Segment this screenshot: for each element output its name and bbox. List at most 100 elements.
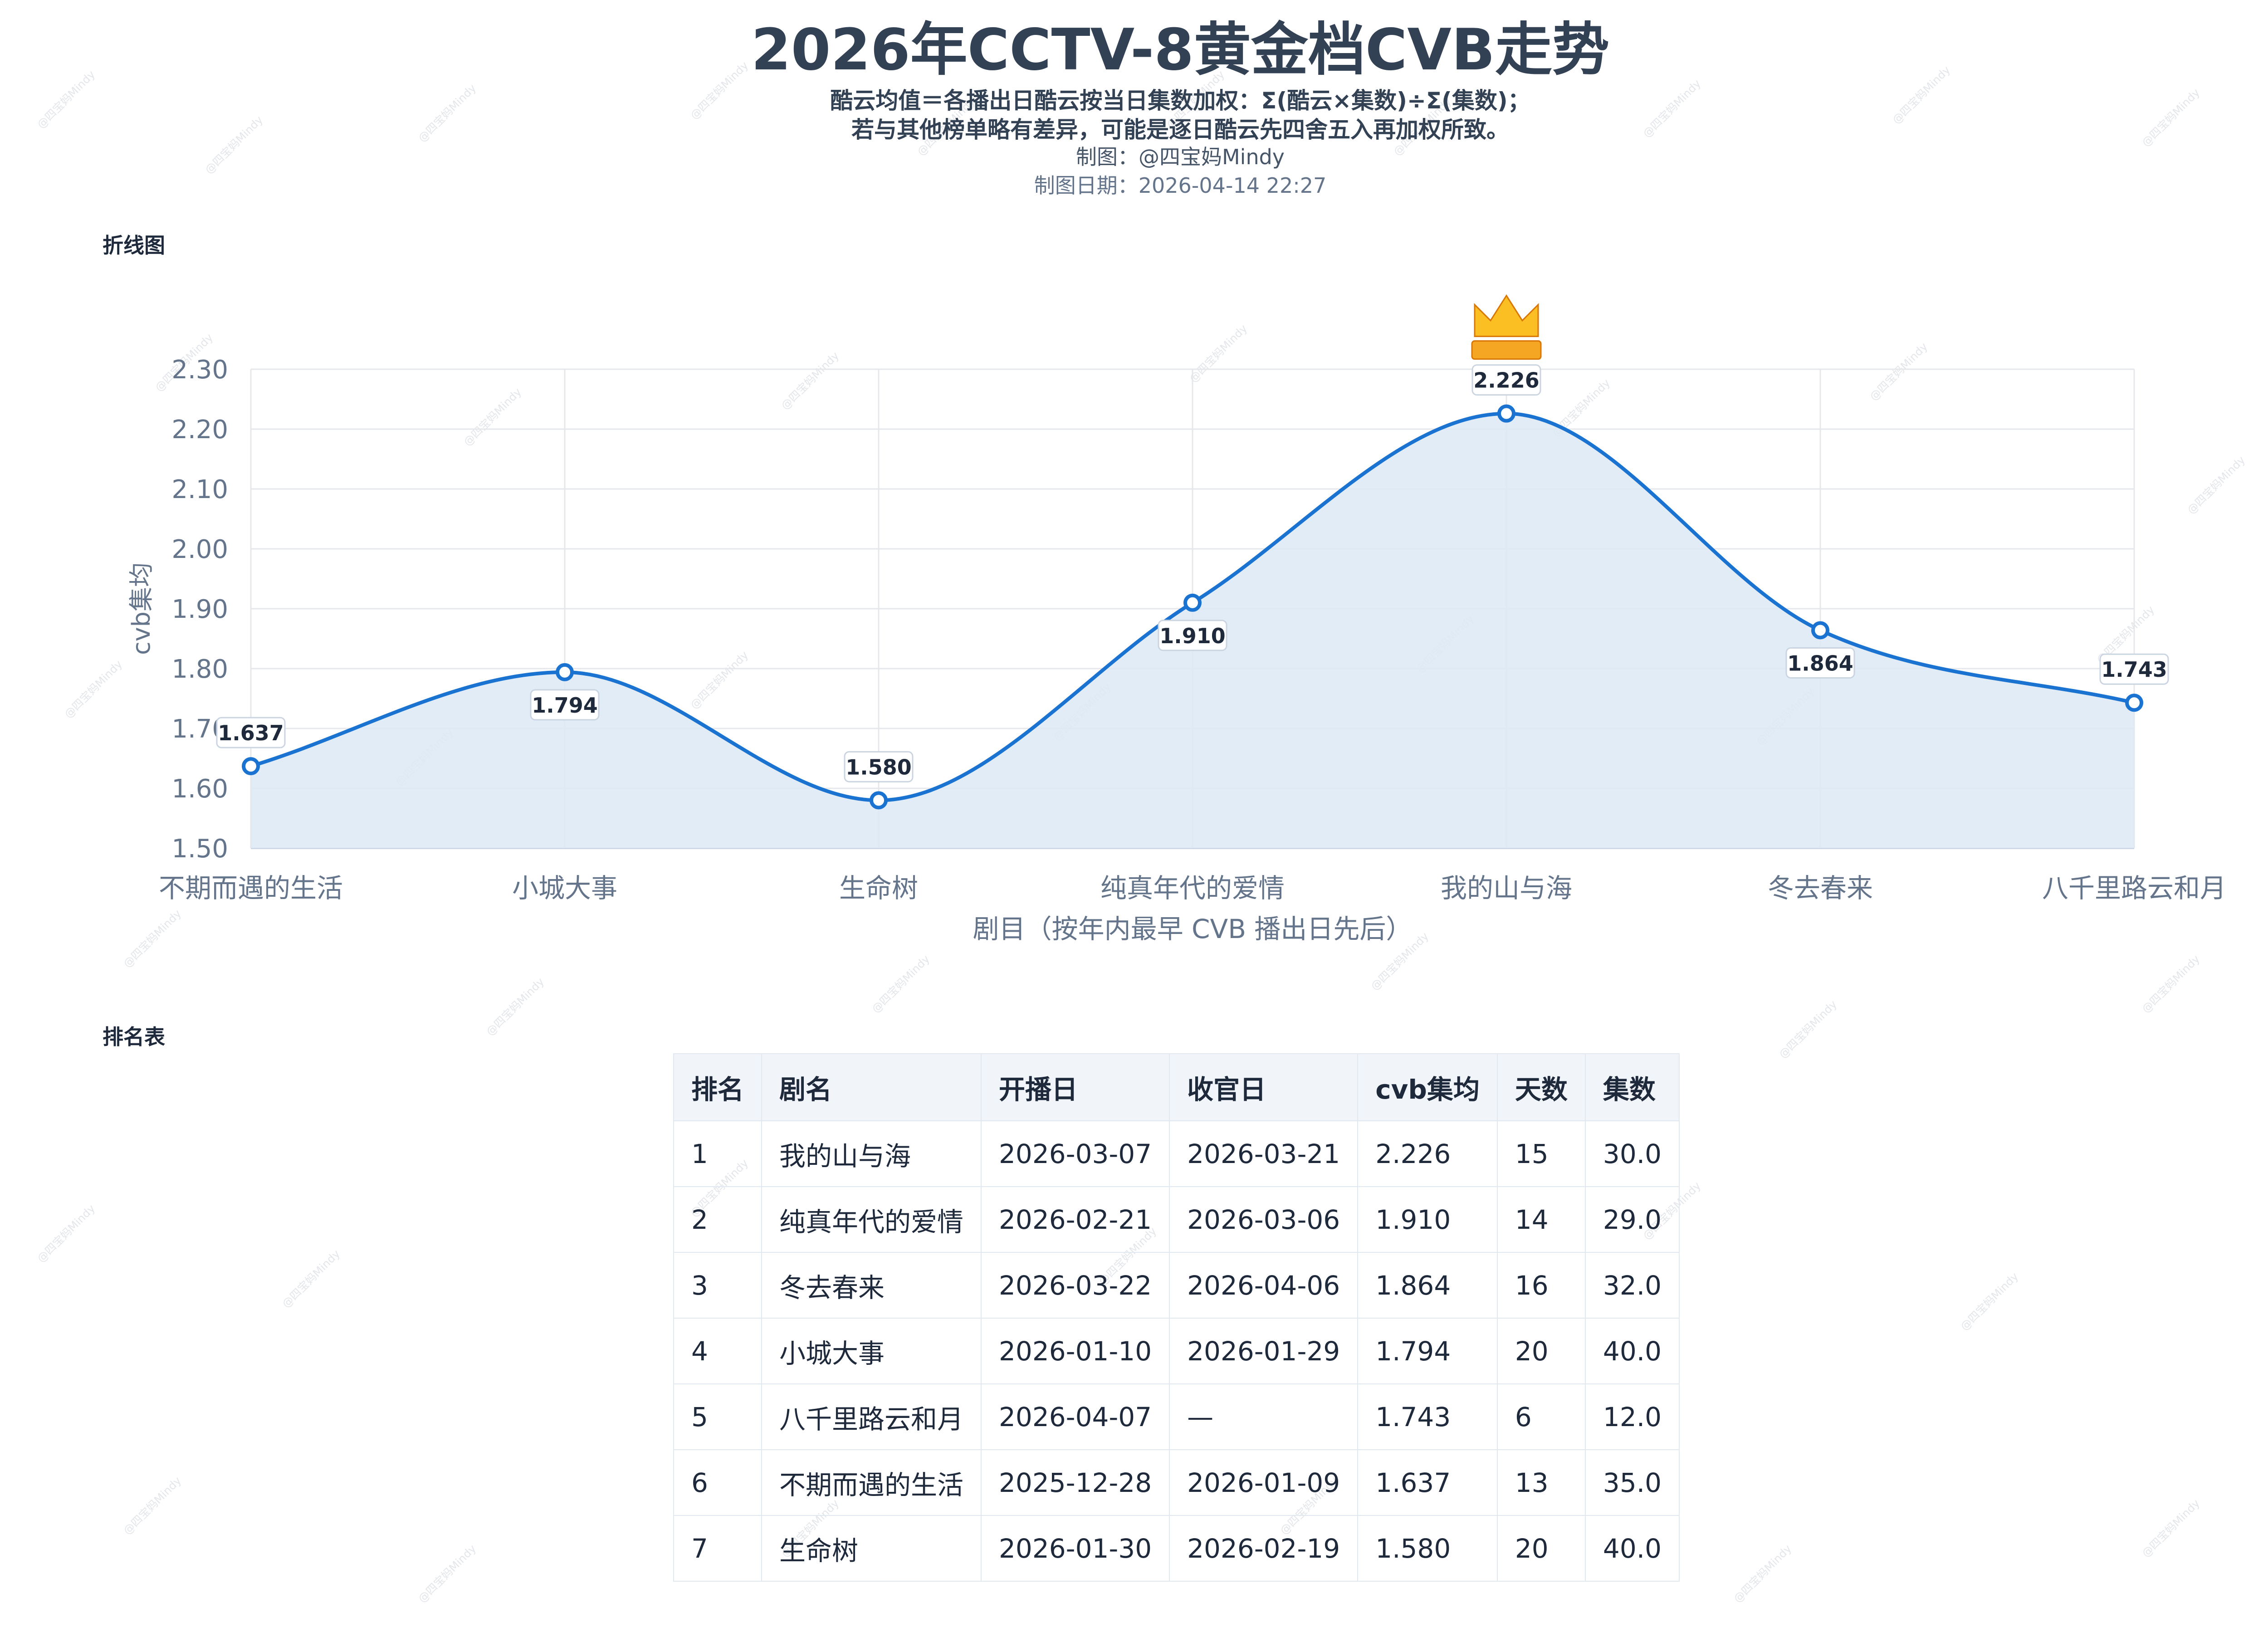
table-cell: 2.226 xyxy=(1357,1120,1498,1187)
x-axis-title: 剧目（按年内最早 CVB 播出日先后） xyxy=(973,914,1413,944)
crown-icon xyxy=(1474,294,1539,337)
watermark-text: @四宝妈Mindy xyxy=(279,1247,343,1310)
subtitle-line-1: 酷云均值＝各播出日酷云按当日集数加权：Σ(酷云×集数)÷Σ(集数)； xyxy=(830,88,1530,114)
table-header-cell: 收官日 xyxy=(1169,1053,1359,1121)
table-cell: 2026-03-22 xyxy=(981,1252,1170,1319)
table-cell: 我的山与海 xyxy=(761,1120,982,1187)
data-label: 1.864 xyxy=(1787,651,1853,676)
y-tick-label: 2.10 xyxy=(171,475,228,504)
table-row: 4 小城大事 2026-01-10 2026-01-29 1.794 20 40.0 xyxy=(673,1318,1680,1384)
data-label-box xyxy=(2099,653,2169,685)
table-cell: 35.0 xyxy=(1584,1449,1680,1516)
y-tick-label: 2.20 xyxy=(171,415,228,445)
table-cell: 2026-01-30 xyxy=(981,1515,1170,1582)
crown-base-icon xyxy=(1471,340,1542,360)
x-tick-label: 冬去春来 xyxy=(1768,873,1873,904)
table-cell: 不期而遇的生活 xyxy=(761,1449,982,1516)
table-cell: 1 xyxy=(673,1120,763,1187)
x-tick-label: 小城大事 xyxy=(512,873,617,904)
watermark-text: @四宝妈Mindy xyxy=(2139,1496,2203,1560)
table-cell: 2026-01-29 xyxy=(1169,1318,1359,1384)
data-point xyxy=(2125,694,2143,712)
data-point xyxy=(870,791,888,810)
watermark-text: @四宝妈Mindy xyxy=(484,975,547,1038)
table-row: 6 不期而遇的生活 2025-12-28 2026-01-09 1.637 13 35.0 xyxy=(673,1449,1680,1516)
data-label: 1.910 xyxy=(1159,624,1226,648)
table-cell: 4 xyxy=(673,1318,763,1384)
table-cell: 2026-03-07 xyxy=(981,1120,1170,1187)
table-header-row: 排名 剧名 开播日 收官日 cvb集均 天数 集数 xyxy=(673,1053,1680,1121)
table-cell: 6 xyxy=(1496,1383,1586,1450)
table-body: 1 我的山与海 2026-03-07 2026-03-21 2.226 15 30.0 2 纯真… xyxy=(673,1120,1680,1582)
watermark-text: @四宝妈Mindy xyxy=(1731,1542,1794,1605)
data-label-box xyxy=(216,717,286,748)
data-label: 1.743 xyxy=(2101,657,2167,682)
header: 2026年CCTV-8黄金档CVB走势 酷云均值＝各播出日酷云按当日集数加权：Σ… xyxy=(0,14,2268,201)
table-cell: 7 xyxy=(673,1515,763,1582)
table-cell: 20 xyxy=(1496,1515,1586,1582)
table-cell: 16 xyxy=(1496,1252,1586,1319)
table-cell: 冬去春来 xyxy=(761,1252,982,1319)
x-tick-label: 不期而遇的生活 xyxy=(159,873,343,904)
y-tick-label: 1.50 xyxy=(171,834,228,864)
watermark-text: @四宝妈Mindy xyxy=(1776,997,1840,1061)
watermark-text: @四宝妈Mindy xyxy=(34,1202,98,1265)
table-header-cell: 排名 xyxy=(673,1053,763,1121)
subtitle-line-2: 若与其他榜单略有差异，可能是逐日酷云先四舍五入再加权所致。 xyxy=(851,117,1509,143)
table-cell: 2026-04-07 xyxy=(981,1383,1170,1450)
data-label-box xyxy=(1158,620,1227,651)
author-credit: 制图：@四宝妈Mindy xyxy=(1075,145,1285,169)
table-cell: 1.864 xyxy=(1357,1252,1498,1319)
table-cell: 1.637 xyxy=(1357,1449,1498,1516)
table-row: 2 纯真年代的爱情 2026-02-21 2026-03-06 1.910 14 29.0 xyxy=(673,1186,1680,1253)
ranking-table: 排名 剧名 开播日 收官日 cvb集均 天数 集数 1 我的山与海 2026-03-07 2026… xyxy=(673,1053,1680,1582)
table-cell: 1.743 xyxy=(1357,1383,1498,1450)
table-cell: 2026-01-09 xyxy=(1169,1449,1359,1516)
table-cell: 40.0 xyxy=(1584,1515,1680,1582)
y-tick-label: 2.30 xyxy=(171,355,228,385)
x-tick-label: 纯真年代的爱情 xyxy=(1100,873,1285,904)
data-point xyxy=(242,757,260,776)
table-header-cell: 天数 xyxy=(1496,1053,1586,1121)
table-row: 3 冬去春来 2026-03-22 2026-04-06 1.864 16 32.0 xyxy=(673,1252,1680,1319)
table-cell: 6 xyxy=(673,1449,763,1516)
x-tick-label: 八千里路云和月 xyxy=(2042,873,2226,904)
table-header-cell: 集数 xyxy=(1584,1053,1680,1121)
table-cell: 12.0 xyxy=(1584,1383,1680,1450)
section-label-table: 排名表 xyxy=(103,1025,165,1049)
data-point xyxy=(1497,404,1515,423)
data-label-box xyxy=(1785,647,1855,679)
y-tick-label: 1.60 xyxy=(171,774,228,804)
table-cell: 2026-04-06 xyxy=(1169,1252,1359,1319)
data-point xyxy=(556,663,574,681)
data-label-box xyxy=(530,689,600,721)
y-tick-label: 1.90 xyxy=(171,595,228,624)
table-cell: 13 xyxy=(1496,1449,1586,1516)
x-tick-label: 我的山与海 xyxy=(1441,873,1572,904)
table-cell: 20 xyxy=(1496,1318,1586,1384)
y-tick-label: 2.00 xyxy=(171,535,228,564)
table-cell: 2026-01-10 xyxy=(981,1318,1170,1384)
table-cell: 15 xyxy=(1496,1120,1586,1187)
table-row: 5 八千里路云和月 2026-04-07—1.743 6 12.0 xyxy=(673,1383,1680,1450)
table-cell: 1.910 xyxy=(1357,1186,1498,1253)
data-point xyxy=(1183,593,1202,612)
table-cell: 2026-02-21 xyxy=(981,1186,1170,1253)
data-label-box xyxy=(844,751,914,782)
table-cell: 5 xyxy=(673,1383,763,1450)
table-cell: — xyxy=(1169,1383,1359,1450)
section-label-chart: 折线图 xyxy=(103,233,165,258)
table-cell: 2026-02-19 xyxy=(1169,1515,1359,1582)
x-tick-label: 生命树 xyxy=(839,873,918,904)
data-point xyxy=(1811,621,1829,640)
y-axis-title: cvb集均 xyxy=(127,562,156,655)
ranking-table-wrapper: 排名 剧名 开播日 收官日 cvb集均 天数 集数 1 我的山与海 2026-03-07 2026… xyxy=(673,1053,1680,1582)
table-cell: 纯真年代的爱情 xyxy=(761,1186,982,1253)
watermark-text: @四宝妈Mindy xyxy=(415,1542,479,1605)
table-header-cell: cvb集均 xyxy=(1357,1053,1498,1121)
data-label: 2.226 xyxy=(1473,368,1540,393)
table-cell: 30.0 xyxy=(1584,1120,1680,1187)
table-cell: 3 xyxy=(673,1252,763,1319)
table-cell: 32.0 xyxy=(1584,1252,1680,1319)
table-cell: 14 xyxy=(1496,1186,1586,1253)
